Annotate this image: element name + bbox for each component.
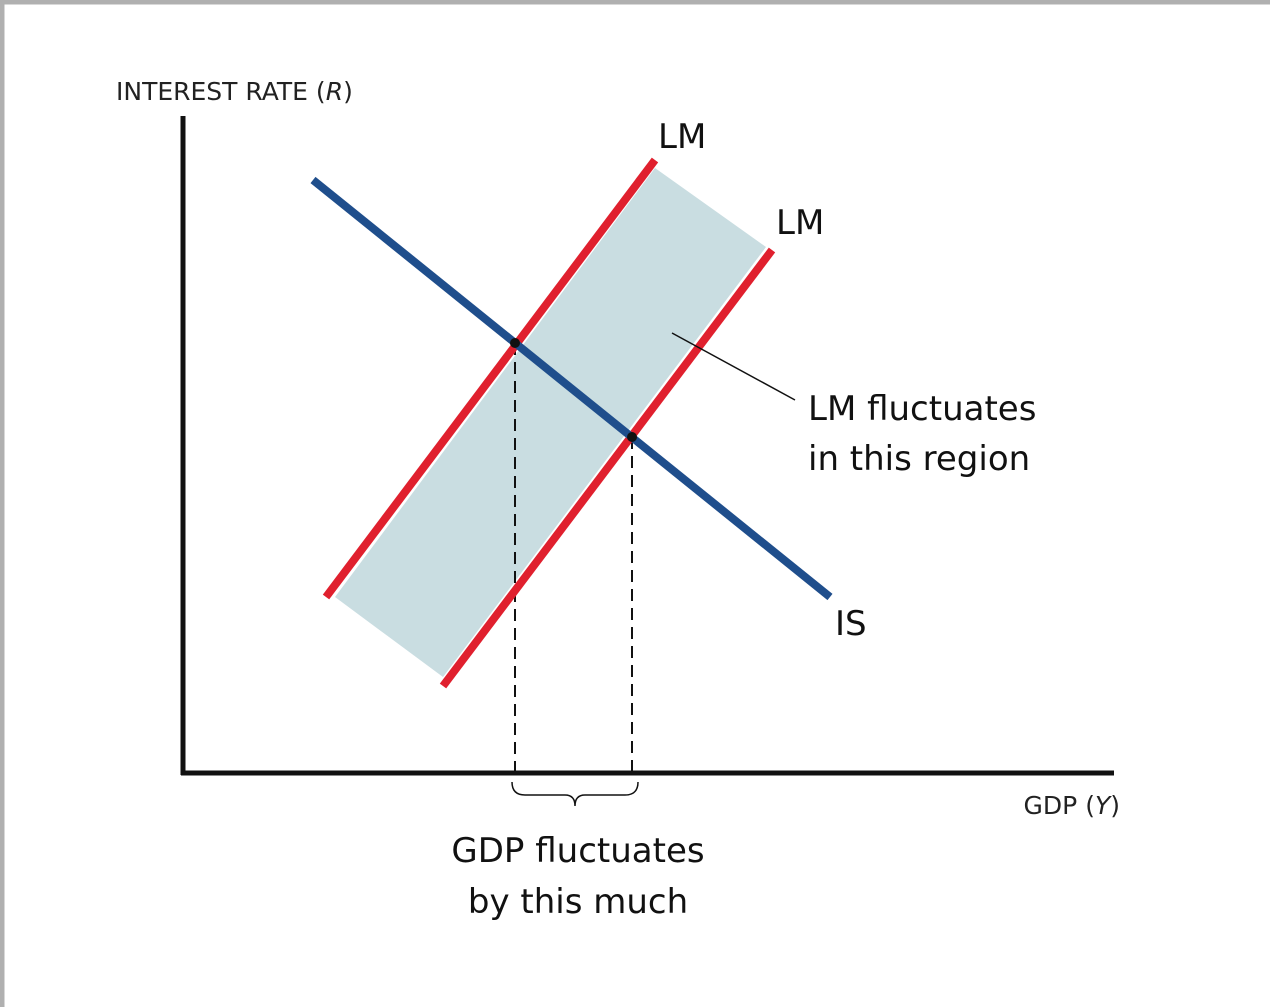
label-part: GDP (	[1024, 791, 1095, 820]
label-var: R	[326, 77, 343, 106]
annotation: LM fluctuates	[808, 389, 1036, 429]
label-var: Y	[1095, 791, 1112, 820]
curve-label: IS	[835, 604, 867, 644]
annotation: in this region	[808, 439, 1030, 479]
annotation: by this much	[468, 882, 688, 922]
curve-label: LM	[658, 117, 706, 157]
brace	[511, 781, 639, 807]
label-part: )	[1110, 791, 1120, 820]
annotation: GDP fluctuates	[451, 831, 704, 871]
lm-region	[335, 168, 766, 677]
lm-curve	[322, 157, 659, 600]
equilibrium-point	[627, 432, 637, 442]
y-axis-label: INTEREST RATE (R)	[116, 77, 353, 106]
leader-line	[671, 332, 796, 401]
x-axis-label: GDP (Y)	[1024, 791, 1120, 820]
label-part: )	[343, 77, 353, 106]
lm-curve	[439, 247, 776, 689]
label-part: INTEREST RATE (	[116, 77, 326, 106]
curve-label: LM	[776, 203, 824, 243]
equilibrium-point	[510, 338, 520, 348]
is-curve	[310, 176, 833, 601]
